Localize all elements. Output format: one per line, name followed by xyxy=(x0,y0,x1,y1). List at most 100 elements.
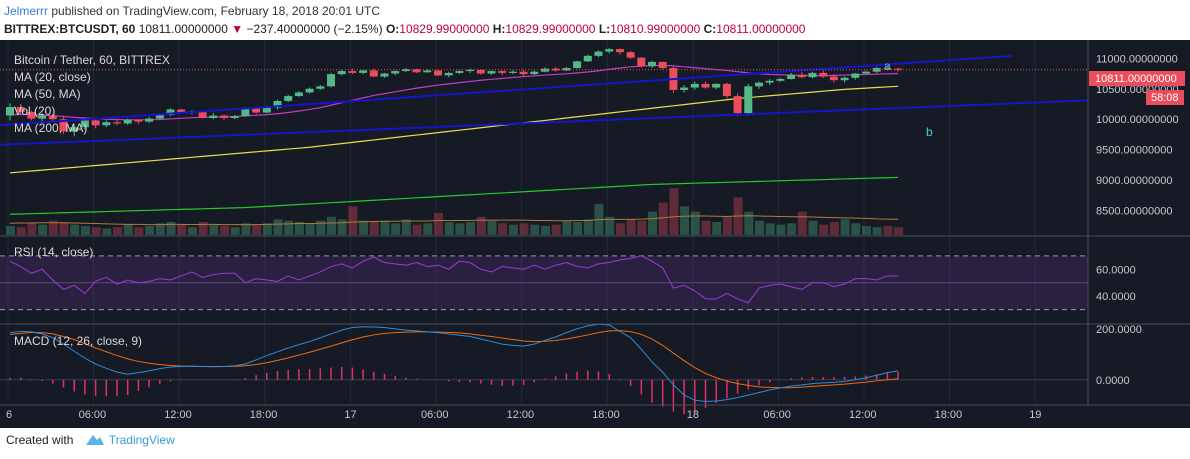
legend-ma50: MA (50, MA) xyxy=(14,87,81,101)
volume-bar xyxy=(487,220,497,235)
time-tick-label: 18:00 xyxy=(250,409,278,421)
candle-body xyxy=(80,120,89,128)
volume-bar xyxy=(70,224,80,235)
candle-body xyxy=(637,57,646,67)
candle-body xyxy=(348,71,357,73)
author-link[interactable]: Jelmerrr xyxy=(4,4,48,18)
candle-body xyxy=(508,71,517,73)
volume-bar xyxy=(252,224,262,235)
candle-body xyxy=(241,108,250,117)
volume-bar xyxy=(466,222,476,235)
open-label: O: xyxy=(385,22,400,36)
symbol-label: BITTREX:BTCUSDT, 60 xyxy=(4,22,136,36)
volume-bar xyxy=(27,223,37,235)
volume-bar xyxy=(113,227,122,235)
candle-body xyxy=(220,115,228,118)
last-price: 10811.00000000 xyxy=(138,22,228,36)
candle-body xyxy=(594,51,603,56)
candle-body xyxy=(487,71,496,74)
volume-bar xyxy=(380,220,390,235)
price-tick-label: 9000.00000000 xyxy=(1096,175,1172,187)
countdown-tag xyxy=(1146,90,1184,105)
rsi-line xyxy=(9,255,899,304)
annotation-b: b xyxy=(926,125,933,139)
price-tick-label: 10000.00000000 xyxy=(1096,114,1179,126)
volume-bar xyxy=(498,223,508,235)
macd-panel xyxy=(0,323,1088,415)
tradingview-link[interactable]: TradingView xyxy=(108,433,175,447)
candle-body xyxy=(583,55,592,62)
time-tick-label: 12:00 xyxy=(849,409,877,421)
candles xyxy=(6,47,903,137)
last-price-tag xyxy=(1089,71,1185,86)
volume-bar xyxy=(455,223,465,235)
time-tick-label: 12:00 xyxy=(164,409,192,421)
candle-body xyxy=(829,76,838,81)
time-tick-label: 19 xyxy=(1029,409,1041,421)
volume-bar xyxy=(476,216,486,235)
candle-body xyxy=(305,88,314,93)
volume-bar xyxy=(808,220,818,235)
candle-body xyxy=(466,69,475,72)
high-value: 10829.99000000 xyxy=(505,22,596,36)
volume-bar xyxy=(391,223,401,235)
candle-body xyxy=(91,120,100,126)
volume-bar xyxy=(872,227,882,235)
volume-bar xyxy=(16,227,26,235)
volume-bar xyxy=(294,222,304,235)
macd-title: MACD (12, 26, close, 9) xyxy=(14,334,142,348)
low-value: 10810.99000000 xyxy=(610,22,701,36)
volume-bar xyxy=(712,222,722,235)
volume-bar xyxy=(327,216,336,235)
volume-bar xyxy=(230,227,240,235)
volume-bars xyxy=(6,188,904,235)
volume-bar xyxy=(776,224,786,235)
volume-bar xyxy=(819,224,829,235)
candle-body xyxy=(765,80,774,83)
volume-bar xyxy=(198,222,208,235)
volume-bar xyxy=(680,206,690,235)
candle-body xyxy=(573,61,582,69)
volume-bar xyxy=(348,206,358,235)
volume-bar xyxy=(401,219,411,235)
volume-bar xyxy=(551,224,561,235)
candle-body xyxy=(755,82,763,87)
created-with-label: Created with xyxy=(6,433,74,447)
volume-bar xyxy=(573,222,583,235)
macd-signal-line xyxy=(9,330,899,389)
ma200-line xyxy=(9,176,899,215)
candle-body xyxy=(273,100,282,108)
volume-bar xyxy=(305,223,315,235)
volume-bar xyxy=(605,216,615,235)
volume-bar xyxy=(829,222,839,235)
change-value: −237.40000000 (−2.15%) xyxy=(246,22,383,36)
volume-bar xyxy=(883,225,893,235)
macd-tick-label: 200.0000 xyxy=(1096,324,1142,336)
candle-body xyxy=(797,74,806,78)
candle-body xyxy=(819,72,828,77)
volume-bar xyxy=(722,216,732,235)
candle-body xyxy=(380,73,389,77)
candle-body xyxy=(455,71,464,73)
candle-body xyxy=(519,71,528,75)
volume-bar xyxy=(530,224,540,235)
candle-body xyxy=(327,74,335,87)
candle-body xyxy=(134,119,143,122)
volume-bar xyxy=(894,227,904,235)
close-label: C: xyxy=(703,22,717,36)
volume-bar xyxy=(166,222,176,235)
volume-bar xyxy=(787,223,797,235)
countdown-text: 58:08 xyxy=(1151,92,1179,104)
volume-bar xyxy=(701,220,711,235)
candle-body xyxy=(412,69,421,73)
close-value: 10811.00000000 xyxy=(716,22,806,36)
volume-bar xyxy=(359,220,369,235)
volume-bar xyxy=(369,222,379,235)
volume-bar xyxy=(615,223,625,235)
candle-body xyxy=(476,69,485,74)
candle-body xyxy=(166,109,175,115)
volume-bar xyxy=(187,227,197,235)
rsi-tick-label: 60.0000 xyxy=(1096,264,1136,276)
volume-bar xyxy=(38,224,48,235)
trading-chart[interactable]: 11000.0000000010500.0000000010000.000000… xyxy=(0,40,1190,428)
